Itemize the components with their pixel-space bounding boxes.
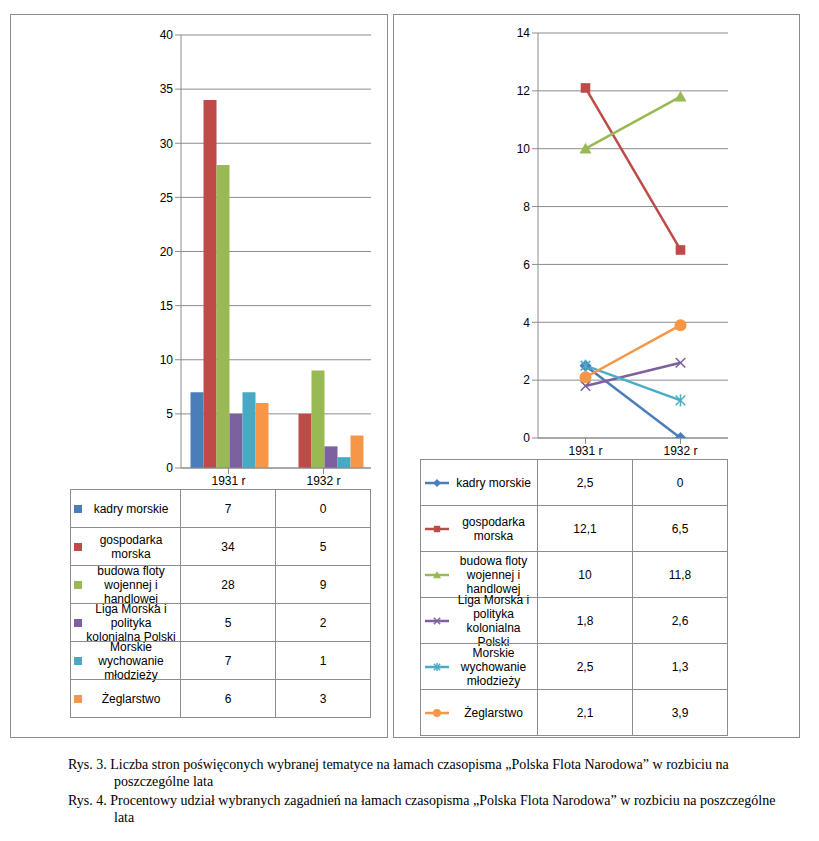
html-text:7: 7 bbox=[224, 653, 232, 668]
html-text:2,1: 2,1 bbox=[576, 705, 594, 720]
html-text:34: 34 bbox=[221, 539, 235, 554]
html-text:Morskie wychowanie młodzieży: Morskie wychowanie młodzieży bbox=[460, 645, 527, 688]
html-text:6,5: 6,5 bbox=[671, 521, 689, 536]
svg-text:1932 r: 1932 r bbox=[663, 444, 697, 458]
html-text:Rys. 3. Liczba stron poświęcon: Rys. 3. Liczba stron poświęconych wybran… bbox=[68, 757, 729, 789]
html-text:1,8: 1,8 bbox=[576, 613, 594, 628]
svg-text:0: 0 bbox=[166, 461, 173, 475]
html-text:5: 5 bbox=[319, 539, 327, 554]
html-text:kadry morskie: kadry morskie bbox=[456, 475, 531, 490]
html-text:2,5: 2,5 bbox=[576, 475, 594, 490]
html-text:3,9: 3,9 bbox=[671, 705, 689, 720]
html-text:28: 28 bbox=[221, 577, 235, 592]
svg-text:10: 10 bbox=[517, 142, 531, 156]
html-text:1,3: 1,3 bbox=[671, 659, 689, 674]
svg-text:2: 2 bbox=[523, 373, 530, 387]
html-text:Rys. 4. Procentowy udział wybr: Rys. 4. Procentowy udział wybranych zaga… bbox=[68, 793, 776, 825]
html-text:budowa floty wojennej i handlo: budowa floty wojennej i handlowej bbox=[97, 563, 165, 606]
svg-text:25: 25 bbox=[160, 191, 174, 205]
html-text:2,5: 2,5 bbox=[576, 659, 594, 674]
html-text:7: 7 bbox=[224, 501, 232, 516]
svg-text:1931 r: 1931 r bbox=[568, 444, 602, 458]
html-text:12,1: 12,1 bbox=[573, 521, 597, 536]
html-text:Żeglarstwo: Żeglarstwo bbox=[464, 705, 523, 720]
html-text:1: 1 bbox=[319, 653, 327, 668]
html-text:Żeglarstwo: Żeglarstwo bbox=[101, 691, 161, 706]
svg-text:20: 20 bbox=[160, 245, 174, 259]
svg-text:40: 40 bbox=[160, 28, 174, 42]
svg-text:10: 10 bbox=[160, 353, 174, 367]
html-text:0: 0 bbox=[319, 501, 327, 516]
svg-text:6: 6 bbox=[523, 258, 530, 272]
html-text:Morskie wychowanie młodzieży: Morskie wychowanie młodzieży bbox=[98, 639, 164, 682]
html-text:10: 10 bbox=[578, 567, 592, 582]
svg-text:15: 15 bbox=[160, 299, 174, 313]
html-text:6: 6 bbox=[224, 691, 232, 706]
svg-text:4: 4 bbox=[523, 316, 530, 330]
html-text:Liga Morska i polityka kolonia: Liga Morska i polityka kolonialna Polski bbox=[86, 601, 176, 644]
html-text:3: 3 bbox=[319, 691, 327, 706]
svg-text:1931 r: 1931 r bbox=[211, 474, 245, 488]
html-text:2,6: 2,6 bbox=[671, 613, 689, 628]
svg-text:8: 8 bbox=[523, 200, 530, 214]
html-text:Liga Morska i polityka kolonia: Liga Morska i polityka kolonialna Polski bbox=[457, 592, 530, 649]
html-text:kadry morskie: kadry morskie bbox=[93, 501, 169, 516]
svg-text:35: 35 bbox=[160, 82, 174, 96]
html-text:budowa floty wojennej i handlo: budowa floty wojennej i handlowej bbox=[459, 553, 528, 596]
html-text:0: 0 bbox=[676, 475, 684, 490]
svg-text:0: 0 bbox=[523, 431, 530, 445]
svg-text:1932 r: 1932 r bbox=[306, 474, 340, 488]
svg-text:12: 12 bbox=[517, 84, 531, 98]
svg-text:5: 5 bbox=[166, 407, 173, 421]
svg-text:14: 14 bbox=[517, 26, 531, 40]
svg-text:30: 30 bbox=[160, 137, 174, 151]
html-text:2: 2 bbox=[319, 615, 327, 630]
html-text:gospodarka morska: gospodarka morska bbox=[462, 514, 525, 543]
html-text:11,8: 11,8 bbox=[668, 567, 692, 582]
html-text:gospodarka morska: gospodarka morska bbox=[99, 532, 163, 561]
html-text:9: 9 bbox=[319, 577, 327, 592]
html-text:5: 5 bbox=[224, 615, 232, 630]
